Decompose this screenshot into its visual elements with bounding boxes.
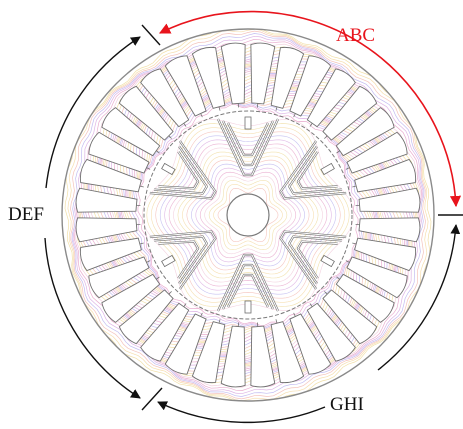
rotor-pole: [279, 230, 347, 290]
label-def: DEF: [8, 204, 44, 225]
shaft-hole: [226, 193, 270, 237]
def-span-arc-lower: [44, 237, 141, 399]
stator-slot: [101, 107, 161, 157]
stator-slot: [88, 131, 151, 174]
stator-slot: [355, 217, 421, 243]
stator-slot: [335, 273, 395, 323]
stator-slot: [345, 256, 408, 299]
stator-slot: [322, 289, 378, 345]
abc-span-arc: [158, 10, 462, 208]
label-abc: ABC: [336, 25, 375, 46]
stator-slot: [79, 158, 144, 193]
stator-slot: [140, 302, 190, 362]
ghi-span-arc: [157, 401, 326, 424]
ghi-span-arc-right: [377, 224, 461, 371]
stator-slot: [75, 187, 141, 213]
def-span-arc-upper: [45, 36, 141, 189]
stator-slot: [79, 237, 144, 272]
rotor-pole: [149, 230, 217, 290]
stator-slot: [250, 42, 276, 108]
stator-slot: [75, 217, 141, 243]
stator-slot: [88, 256, 151, 299]
label-ghi: GHI: [330, 394, 364, 415]
stator-slot: [220, 322, 246, 388]
stator-slot: [101, 273, 161, 323]
stator-slot: [352, 237, 417, 272]
stator-slot: [306, 302, 356, 362]
rotor-pole: [217, 253, 279, 314]
stator-slot: [164, 312, 207, 375]
stator-slot: [250, 322, 276, 388]
boundary-tick-top: [141, 24, 161, 46]
stator-slot: [289, 312, 332, 375]
stator-slot: [118, 289, 174, 345]
stator-slot: [270, 319, 305, 384]
boundary-tick-bottom: [141, 387, 163, 411]
stator-slot: [191, 319, 226, 384]
